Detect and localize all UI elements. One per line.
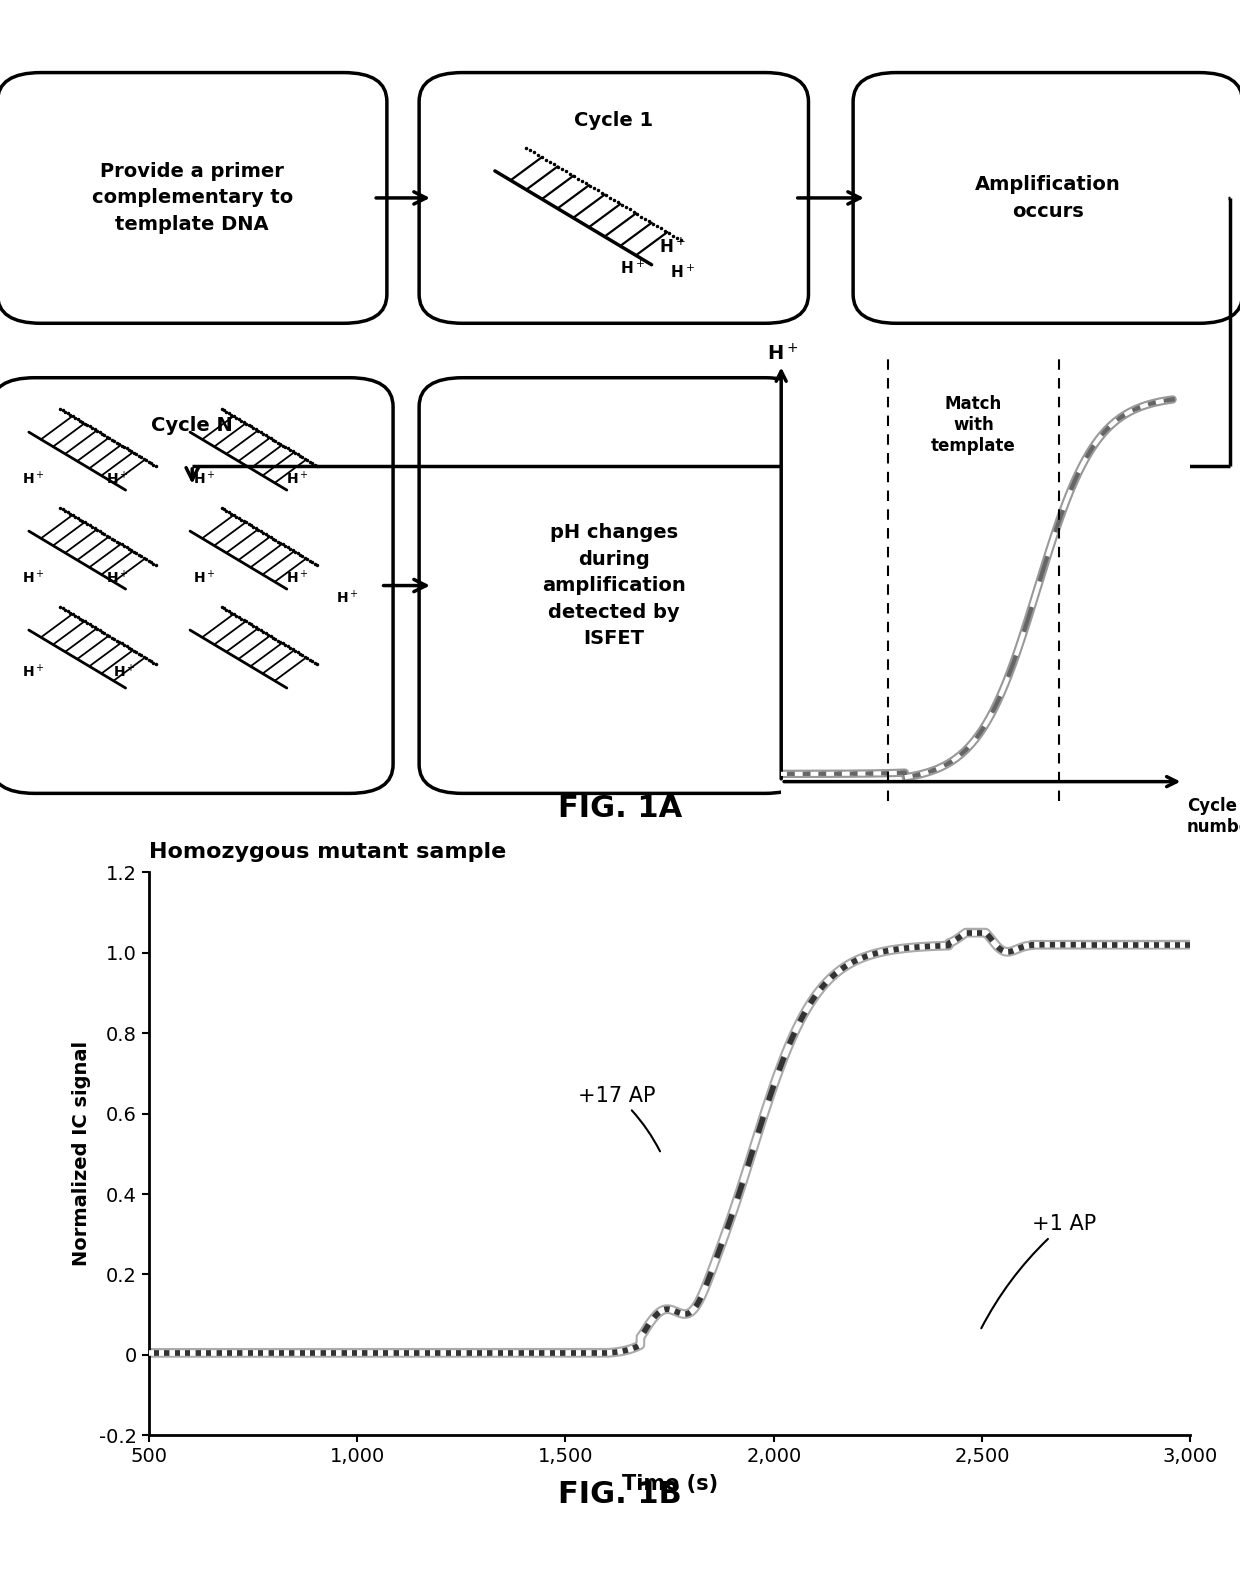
Text: Cycle 1: Cycle 1 xyxy=(574,111,653,130)
Text: FIG. 1B: FIG. 1B xyxy=(558,1480,682,1508)
Y-axis label: Normalized IC signal: Normalized IC signal xyxy=(72,1042,91,1266)
Text: Provide a primer
complementary to
template DNA: Provide a primer complementary to templa… xyxy=(92,162,293,233)
Text: Amplification
occurs: Amplification occurs xyxy=(975,174,1121,220)
Text: Cycle N: Cycle N xyxy=(151,417,233,436)
Text: H$^+$: H$^+$ xyxy=(286,469,309,487)
Text: H$^+$: H$^+$ xyxy=(768,343,799,365)
Text: H$^+$: H$^+$ xyxy=(22,569,45,585)
Text: H$^+$: H$^+$ xyxy=(22,663,45,680)
Text: H$^+$: H$^+$ xyxy=(22,469,45,487)
FancyBboxPatch shape xyxy=(853,73,1240,324)
Text: H$^+$: H$^+$ xyxy=(658,238,686,257)
Text: H$^+$: H$^+$ xyxy=(336,590,358,606)
Text: H$^+$: H$^+$ xyxy=(670,263,694,281)
Text: H$^+$: H$^+$ xyxy=(113,663,135,680)
Text: +1 AP: +1 AP xyxy=(981,1215,1096,1329)
FancyBboxPatch shape xyxy=(419,73,808,324)
FancyBboxPatch shape xyxy=(0,377,393,793)
Text: H$^+$: H$^+$ xyxy=(107,569,129,585)
FancyBboxPatch shape xyxy=(419,377,808,793)
Text: FIG. 1A: FIG. 1A xyxy=(558,793,682,823)
X-axis label: Time (s): Time (s) xyxy=(621,1475,718,1494)
Text: H$^+$: H$^+$ xyxy=(107,469,129,487)
Text: Homozygous mutant sample: Homozygous mutant sample xyxy=(149,842,506,863)
Text: H$^+$: H$^+$ xyxy=(620,260,645,276)
Text: H$^+$: H$^+$ xyxy=(286,569,309,585)
Text: +17 AP: +17 AP xyxy=(578,1085,660,1151)
Text: Cycle
number: Cycle number xyxy=(1187,798,1240,836)
Text: pH changes
during
amplification
detected by
ISFET: pH changes during amplification detected… xyxy=(542,523,686,649)
Text: H$^+$: H$^+$ xyxy=(193,469,216,487)
Text: Match
with
template: Match with template xyxy=(931,395,1016,455)
Text: H$^+$: H$^+$ xyxy=(193,569,216,585)
FancyBboxPatch shape xyxy=(0,73,387,324)
